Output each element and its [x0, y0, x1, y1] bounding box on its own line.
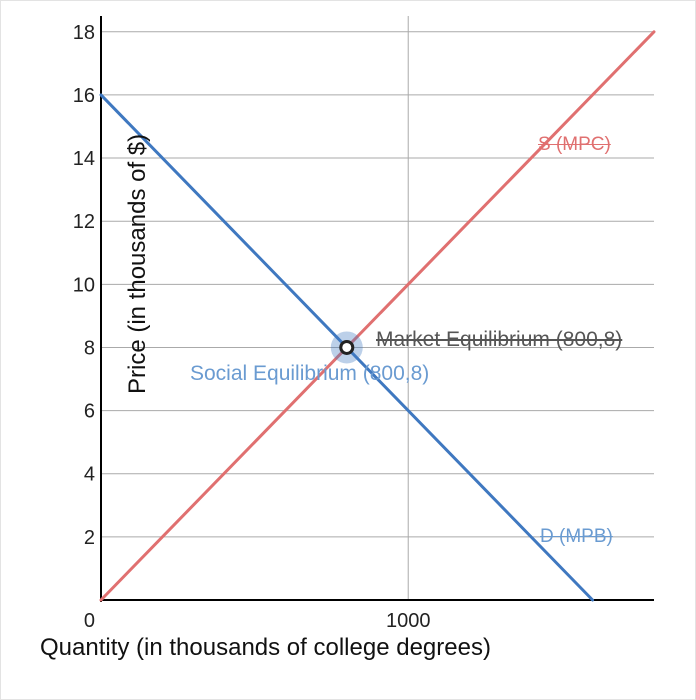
supply-curve-line: [99, 30, 656, 602]
supply-curve-label: S (MPC): [538, 134, 611, 155]
y-axis-label: Price (in thousands of $): [124, 133, 151, 394]
market-equilibrium-label: Market Equilibrium (800,8): [376, 328, 623, 351]
y-tick-label: 6: [84, 401, 95, 423]
y-tick-label: 10: [73, 274, 95, 296]
y-tick-label: 8: [84, 337, 95, 359]
x-tick-label: 1000: [386, 610, 431, 632]
y-tick-label: 18: [73, 22, 95, 44]
equilibrium-point: [339, 339, 355, 355]
demand-curve-label: D (MPB): [540, 526, 613, 547]
x-tick-label: 0: [84, 610, 95, 632]
y-tick-label: 4: [84, 464, 95, 486]
social-equilibrium-label: Social Equilibrium (800,8): [190, 362, 430, 385]
x-axis-label: Quantity (in thousands of college degree…: [40, 634, 491, 661]
y-tick-label: 16: [73, 85, 95, 107]
y-tick-label: 2: [84, 527, 95, 549]
y-tick-label: 14: [73, 148, 95, 170]
y-tick-label: 12: [73, 211, 95, 233]
